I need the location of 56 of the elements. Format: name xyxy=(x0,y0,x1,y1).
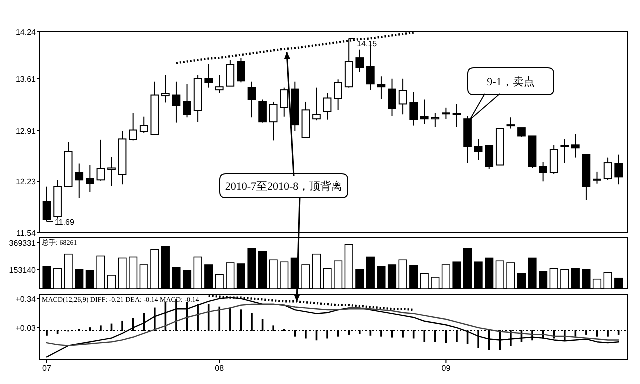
candlestick xyxy=(237,58,246,84)
x-tick-label: 08 xyxy=(215,364,225,373)
candlestick xyxy=(506,117,516,130)
x-tick-label: 07 xyxy=(42,364,52,373)
annotation: 9-1，卖点 xyxy=(487,76,535,88)
candlestick xyxy=(431,112,440,128)
candlestick xyxy=(572,133,580,158)
candlestick xyxy=(410,92,418,126)
candlestick xyxy=(398,78,408,116)
y-tick-label: 11.54 xyxy=(16,229,37,238)
candlestick xyxy=(420,99,429,125)
candlestick xyxy=(377,76,386,100)
y-tick-label: 12.23 xyxy=(16,178,37,187)
candlestick xyxy=(560,138,570,164)
y-tick-label: 369331 xyxy=(9,238,37,248)
candlestick xyxy=(312,87,321,122)
candlestick xyxy=(226,60,235,87)
candlestick xyxy=(162,74,170,104)
candlestick xyxy=(323,92,332,120)
candlestick xyxy=(86,164,94,193)
candlestick xyxy=(388,78,396,117)
candlestick xyxy=(550,144,558,175)
y-tick-label: 12.91 xyxy=(16,127,37,136)
y-tick-label: 153140 xyxy=(9,266,37,275)
line-series xyxy=(46,304,620,346)
y-tick-label: +0.34 xyxy=(16,294,37,304)
candlestick xyxy=(604,157,612,181)
candlestick xyxy=(258,99,267,124)
candlestick xyxy=(442,107,450,120)
candlestick xyxy=(215,74,224,94)
candlestick xyxy=(204,64,214,88)
annotation: 11.69 xyxy=(55,218,75,227)
x-tick-label: 09 xyxy=(442,364,452,373)
candlestick xyxy=(140,116,148,134)
candlestick xyxy=(75,163,84,199)
candlestick xyxy=(452,104,462,128)
candlestick xyxy=(485,144,494,170)
candlestick xyxy=(96,139,106,182)
candlestick xyxy=(108,156,116,187)
candlestick xyxy=(172,81,181,124)
candlestick xyxy=(539,162,548,182)
candlestick xyxy=(129,112,138,142)
candlestick xyxy=(280,87,289,118)
candlestick xyxy=(474,138,483,161)
y-tick-label: +0.03 xyxy=(16,324,37,333)
annotation: 2010-7至2010-8，顶背离 xyxy=(225,180,343,193)
candlestick xyxy=(593,171,602,184)
candlestick xyxy=(614,154,623,186)
candlestick xyxy=(334,79,342,111)
candlestick xyxy=(356,49,364,73)
annotation: 14.15 xyxy=(357,40,378,49)
candlestick xyxy=(248,81,256,118)
candlestick xyxy=(183,84,192,118)
candlestick xyxy=(269,101,278,142)
y-tick-label: 14.24 xyxy=(16,28,37,37)
y-tick-label: 13.61 xyxy=(16,74,37,84)
